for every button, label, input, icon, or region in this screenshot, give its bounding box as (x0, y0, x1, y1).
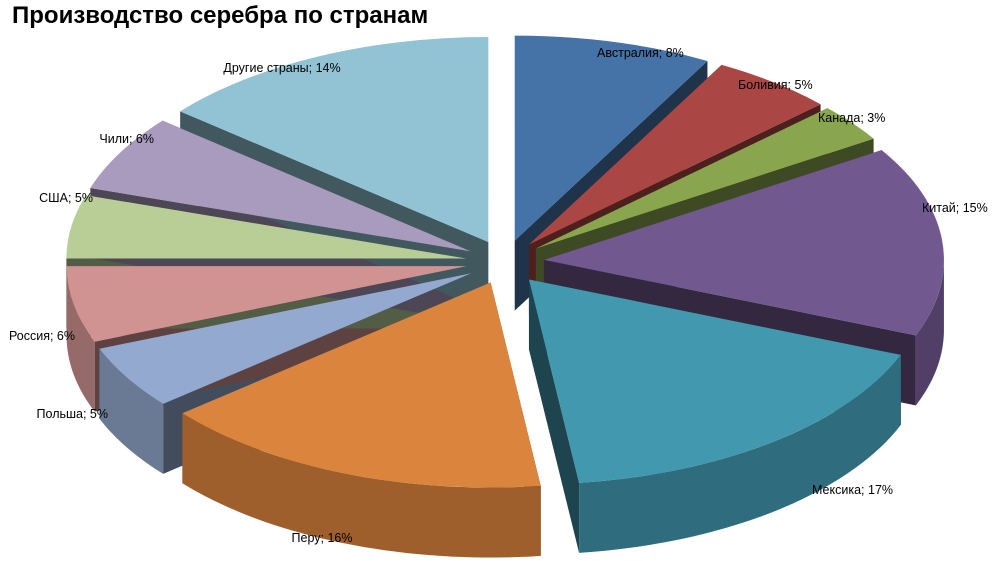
slice-5 (528, 279, 901, 483)
slice-wall-4 (915, 259, 944, 406)
slice-label-10: Чили; 6% (99, 132, 154, 146)
chart-title: Производство серебра по странам (12, 2, 429, 29)
slice-wall-5 (579, 354, 901, 553)
slice-label-11: Другие страны; 14% (223, 61, 340, 75)
slice-label-5: Мексика; 17% (812, 483, 893, 497)
slice-label-4: Китай; 15% (922, 201, 988, 215)
slice-10 (90, 120, 471, 252)
slice-8 (66, 266, 467, 342)
slice-label-8: Россия; 6% (9, 329, 75, 343)
slice-label-9: США; 5% (39, 191, 93, 205)
slice-label-1: Австралия; 8% (597, 46, 684, 60)
slice-tops (66, 35, 944, 488)
slice-2 (528, 64, 821, 245)
slice-wall-8 (66, 266, 95, 412)
slice-wall-6 (182, 413, 541, 558)
slice-label-2: Боливия; 5% (738, 78, 813, 92)
slice-3 (535, 108, 874, 249)
slice-labels: Австралия; 8% Боливия; 5% Канада; 3% Китай;… (9, 46, 988, 545)
slice-wall-7 (99, 348, 164, 474)
slice-label-6: Перу; 16% (292, 531, 353, 545)
slice-6 (182, 282, 541, 488)
slice-label-3: Канада; 3% (818, 111, 885, 125)
slice-label-7: Польша; 5% (37, 407, 108, 421)
slice-side-end-5 (528, 279, 580, 553)
slice-9 (66, 195, 467, 259)
slice-4 (543, 150, 944, 336)
slice-7 (99, 273, 472, 404)
slice-1 (514, 35, 708, 241)
slice-11 (180, 37, 489, 243)
